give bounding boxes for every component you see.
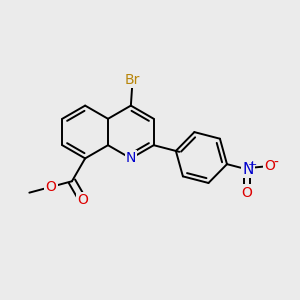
Text: +: + [248, 160, 257, 170]
Text: N: N [243, 162, 254, 177]
Text: O: O [242, 185, 252, 200]
Text: O: O [264, 159, 275, 173]
Text: O: O [77, 193, 88, 207]
Text: O: O [46, 180, 56, 194]
Text: -: - [274, 156, 278, 170]
Text: N: N [126, 152, 136, 165]
Text: Br: Br [125, 73, 140, 87]
